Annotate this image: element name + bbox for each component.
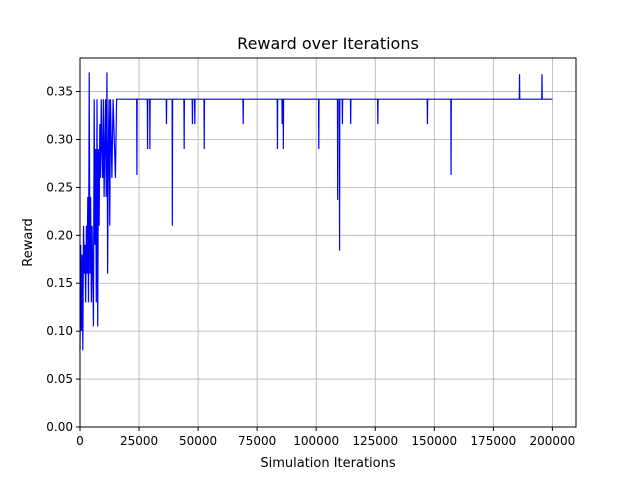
x-tick-label: 0 xyxy=(76,434,84,448)
x-tick-label: 50000 xyxy=(179,434,217,448)
y-tick-label: 0.05 xyxy=(46,372,73,386)
y-tick-label: 0.00 xyxy=(46,420,73,434)
y-tick-label: 0.30 xyxy=(46,132,73,146)
chart-title: Reward over Iterations xyxy=(237,34,419,53)
y-tick-label: 0.25 xyxy=(46,180,73,194)
y-axis-title: Reward xyxy=(21,218,36,266)
axis-ticks: 0 25000 50000 75000 100000 125000 150000 175000… xyxy=(46,85,575,448)
x-tick-label: 125000 xyxy=(352,434,398,448)
x-tick-label: 25000 xyxy=(120,434,158,448)
y-tick-label: 0.15 xyxy=(46,276,73,290)
series-layer xyxy=(79,72,553,351)
plot-frame xyxy=(79,57,577,428)
x-tick-label: 175000 xyxy=(470,434,516,448)
y-tick-label: 0.20 xyxy=(46,228,73,242)
y-tick-label: 0.10 xyxy=(46,324,73,338)
y-tick-label: 0.35 xyxy=(46,85,73,99)
x-axis-title: Simulation Iterations xyxy=(260,456,396,471)
x-tick-label: 75000 xyxy=(238,434,276,448)
reward-series-line xyxy=(79,72,553,351)
x-tick-label: 200000 xyxy=(529,434,575,448)
x-tick-label: 100000 xyxy=(293,434,339,448)
x-tick-label: 150000 xyxy=(411,434,457,448)
